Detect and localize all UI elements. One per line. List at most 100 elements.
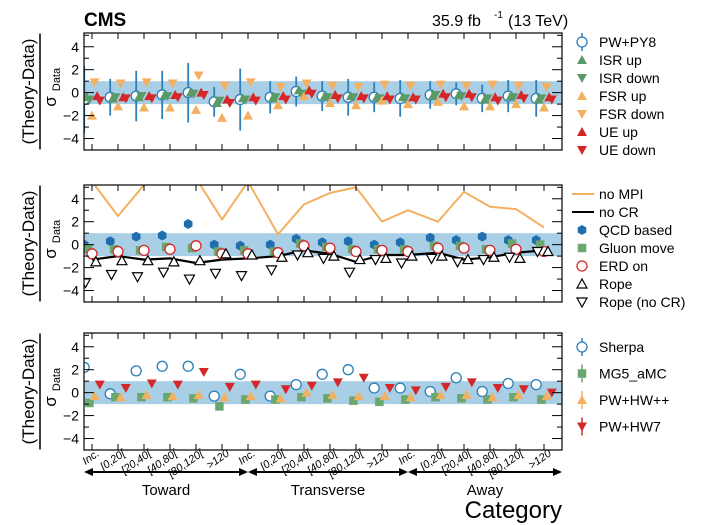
data-point — [172, 380, 183, 390]
plot-area — [84, 360, 557, 411]
plot-frame — [83, 332, 563, 451]
data-point — [84, 244, 93, 254]
data-point — [146, 379, 157, 389]
data-point — [89, 78, 100, 88]
y-tick-label: 2 — [71, 362, 79, 378]
plot-frame — [83, 32, 563, 151]
data-point — [430, 90, 441, 100]
experiment-label: CMS — [84, 10, 126, 31]
data-point — [280, 95, 291, 105]
legend-label: FSR down — [599, 106, 664, 122]
data-point — [425, 232, 435, 243]
data-point — [291, 250, 304, 262]
region-toward: Toward — [84, 468, 248, 499]
legend-entry: PW+HW7 — [577, 417, 661, 436]
series-pw-hw7 — [94, 368, 557, 398]
data-point — [139, 102, 149, 112]
legend-label: ISR down — [599, 70, 660, 86]
legend-entry: no CR — [572, 204, 639, 220]
data-point — [405, 249, 418, 261]
legend-marker — [575, 297, 589, 309]
data-point — [466, 378, 477, 388]
data-point — [518, 94, 529, 104]
legend-entry: MG5_aMC — [577, 364, 667, 383]
legend-marker — [577, 395, 587, 404]
data-point — [477, 231, 487, 242]
data-point — [513, 252, 526, 264]
data-point — [189, 394, 198, 403]
data-point — [94, 96, 105, 106]
data-point — [410, 386, 421, 396]
data-point — [485, 101, 495, 111]
data-point — [358, 94, 369, 104]
data-point — [394, 382, 406, 394]
data-point — [301, 79, 312, 89]
legend-entry: FSR up — [577, 88, 647, 104]
y-tick-label: −4 — [63, 283, 79, 299]
data-point — [511, 99, 521, 109]
data-point — [502, 377, 514, 390]
data-point — [379, 391, 390, 401]
y-axis-label: (Theory-Data) σ Data — [19, 33, 63, 150]
legend-label: Gluon move — [599, 240, 675, 256]
y-tick-label: 0 — [71, 237, 79, 253]
data-point — [275, 82, 286, 92]
data-point — [141, 389, 152, 399]
y-tick-label: −4 — [63, 431, 79, 447]
region-label: Transverse — [291, 482, 365, 499]
data-point — [509, 392, 518, 402]
data-point — [461, 253, 474, 265]
data-point — [131, 272, 144, 284]
data-point — [273, 100, 283, 110]
data-point — [349, 396, 358, 405]
data-point — [431, 392, 440, 402]
data-point — [541, 245, 554, 257]
y-axis-label: (Theory-Data) σ Data — [19, 185, 63, 302]
data-point — [537, 395, 546, 404]
plot-frame — [83, 184, 563, 303]
data-point — [120, 384, 131, 394]
legend-entry: ISR down — [577, 70, 660, 86]
x-tick-label: Inc. — [396, 448, 417, 468]
data-point — [146, 94, 157, 104]
data-point — [541, 82, 552, 92]
panel-bottom: −4 −2 0 2 4 (Theory-Data) σ Data Sherpa MG5_aMC PW… — [19, 332, 669, 451]
data-point — [324, 242, 336, 254]
data-point — [240, 95, 251, 105]
data-point — [219, 392, 230, 402]
legend-entry: no MPI — [572, 186, 643, 202]
plot-area — [84, 62, 557, 133]
data-point — [115, 392, 126, 402]
data-point — [384, 95, 395, 105]
data-point — [332, 94, 343, 104]
data-point — [401, 395, 410, 404]
data-point — [86, 248, 98, 260]
data-point — [183, 219, 193, 229]
data-point — [451, 257, 464, 269]
data-point — [217, 112, 227, 122]
legend-label: PW+PY8 — [599, 34, 656, 50]
data-point — [483, 395, 492, 404]
data-point — [487, 392, 498, 402]
y-tick-label: 0 — [71, 85, 79, 101]
data-point — [450, 372, 462, 384]
data-point — [219, 247, 232, 259]
y-label-sigma: σ — [41, 96, 60, 107]
x-tick-label: >120 — [365, 447, 393, 472]
legend-marker — [577, 91, 587, 100]
legend-entry: ERD on — [576, 258, 648, 274]
series-fsr-up — [87, 91, 549, 122]
data-point — [219, 81, 230, 91]
data-point — [85, 398, 94, 408]
legend-marker — [577, 127, 587, 136]
data-point — [410, 95, 421, 105]
legend-marker — [576, 36, 588, 48]
y-label-sigma: σ — [41, 248, 60, 259]
legend-marker — [577, 243, 587, 253]
lumi-value: 35.9 fb — [432, 13, 481, 30]
data-point — [536, 94, 547, 104]
region-away: Away — [408, 468, 562, 499]
data-point — [193, 71, 204, 81]
data-point — [530, 378, 542, 391]
data-point — [84, 95, 95, 105]
